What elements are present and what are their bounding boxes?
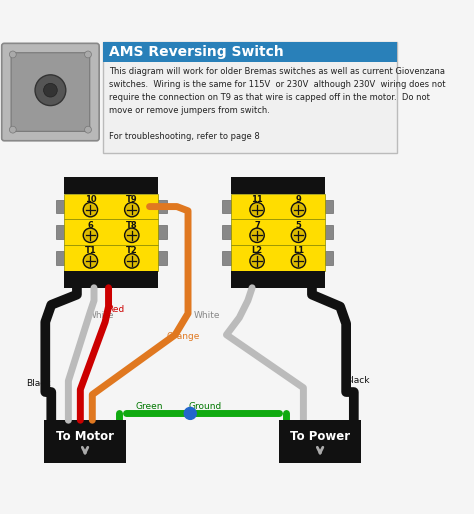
Bar — [231, 177, 325, 194]
Bar — [158, 251, 167, 265]
Circle shape — [250, 228, 264, 243]
Circle shape — [291, 203, 306, 217]
Circle shape — [85, 51, 91, 58]
Bar — [280, 420, 361, 463]
Text: 7: 7 — [254, 221, 260, 230]
Circle shape — [250, 203, 264, 217]
Circle shape — [125, 228, 139, 243]
Bar — [158, 200, 167, 213]
Circle shape — [184, 408, 196, 419]
Circle shape — [250, 254, 264, 268]
Circle shape — [85, 126, 91, 133]
Bar — [222, 200, 231, 213]
Bar — [250, 222, 286, 243]
Bar — [55, 225, 64, 239]
Circle shape — [291, 228, 306, 243]
Circle shape — [83, 254, 98, 268]
Bar — [158, 225, 167, 239]
Bar — [121, 248, 157, 269]
Bar — [325, 225, 333, 239]
Text: White: White — [194, 310, 220, 320]
Bar — [102, 42, 397, 153]
Bar — [64, 219, 158, 245]
Bar — [64, 194, 158, 219]
Text: L1: L1 — [293, 246, 304, 255]
Bar — [231, 245, 325, 271]
Text: Black: Black — [26, 379, 51, 388]
Bar — [250, 196, 286, 217]
Text: Ground: Ground — [189, 402, 222, 411]
Text: L2: L2 — [252, 246, 263, 255]
Text: To Motor: To Motor — [56, 430, 114, 443]
Text: Red: Red — [107, 305, 124, 314]
Bar — [121, 196, 157, 217]
Text: T8: T8 — [126, 221, 137, 230]
Circle shape — [9, 126, 16, 133]
Bar — [121, 222, 157, 243]
Bar — [288, 248, 324, 269]
Text: 10: 10 — [85, 195, 96, 204]
Bar — [250, 248, 286, 269]
Bar — [64, 177, 158, 194]
Text: White: White — [88, 310, 115, 320]
Bar — [288, 222, 324, 243]
Circle shape — [125, 254, 139, 268]
Bar — [222, 225, 231, 239]
Bar — [64, 271, 158, 288]
Bar — [55, 200, 64, 213]
Text: 9: 9 — [296, 195, 301, 204]
Text: Green: Green — [136, 402, 164, 411]
Bar — [231, 219, 325, 245]
Text: T2: T2 — [126, 246, 137, 255]
Bar — [84, 196, 119, 217]
Bar — [84, 222, 119, 243]
Text: T1: T1 — [84, 246, 96, 255]
Circle shape — [44, 83, 57, 97]
Circle shape — [125, 203, 139, 217]
Bar — [84, 248, 119, 269]
Bar — [288, 196, 324, 217]
Text: This diagram will work for older Bremas switches as well as current Giovenzana
s: This diagram will work for older Bremas … — [109, 67, 446, 140]
Circle shape — [83, 203, 98, 217]
Bar — [102, 42, 397, 62]
Text: 5: 5 — [295, 221, 301, 230]
Text: T9: T9 — [126, 195, 137, 204]
Bar — [222, 251, 231, 265]
Text: AMS Reversing Switch: AMS Reversing Switch — [109, 45, 284, 59]
Text: Orange: Orange — [167, 332, 200, 341]
Text: 6: 6 — [88, 221, 93, 230]
Bar — [325, 251, 333, 265]
Text: 11: 11 — [251, 195, 263, 204]
Bar — [55, 251, 64, 265]
Bar — [231, 271, 325, 288]
Circle shape — [9, 51, 16, 58]
Text: Black: Black — [345, 376, 370, 386]
Bar — [325, 200, 333, 213]
Bar — [45, 420, 126, 463]
Circle shape — [35, 75, 66, 105]
Circle shape — [83, 228, 98, 243]
Circle shape — [291, 254, 306, 268]
FancyBboxPatch shape — [2, 43, 99, 141]
Text: To Power: To Power — [290, 430, 350, 443]
FancyBboxPatch shape — [11, 53, 90, 132]
Bar — [64, 245, 158, 271]
Bar — [231, 194, 325, 219]
